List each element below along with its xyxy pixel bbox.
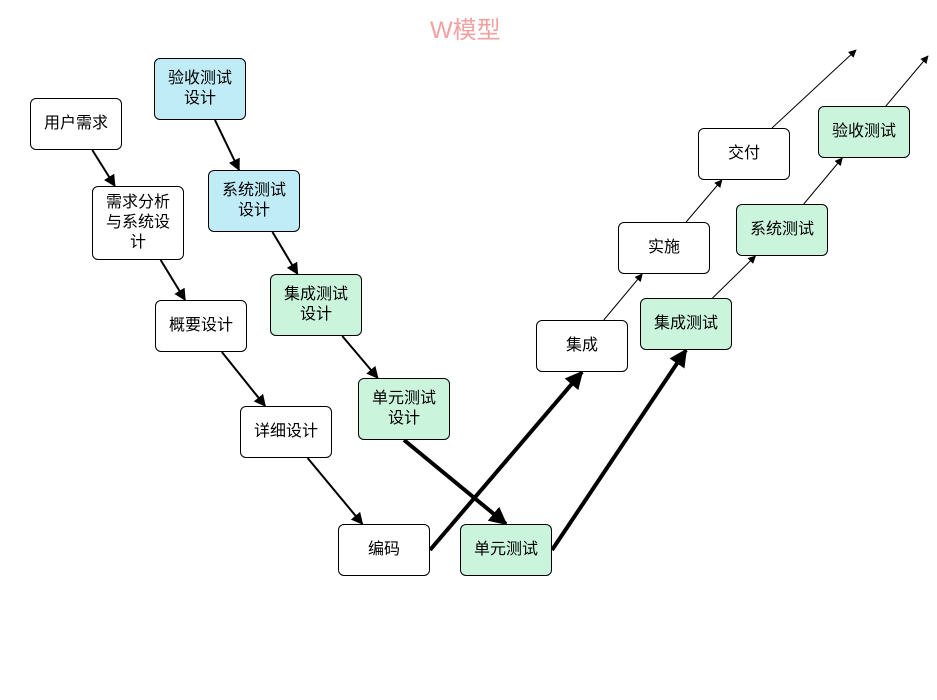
node-int_design: 集成测试 设计 xyxy=(270,274,362,336)
edge-req_analysis-gen_design xyxy=(161,260,185,300)
edge-unit_test-int_test xyxy=(552,350,686,550)
edge-user_req-req_analysis xyxy=(92,150,115,186)
edge-unit_design-unit_test xyxy=(404,440,506,524)
node-deliver: 交付 xyxy=(698,128,790,180)
node-unit_test: 单元测试 xyxy=(460,524,552,576)
edge-gen_design-det_design xyxy=(222,352,265,406)
node-sys_test: 系统测试 xyxy=(736,204,828,256)
node-det_design: 详细设计 xyxy=(240,406,332,458)
diagram-title: W模型 xyxy=(430,10,501,45)
edge-sys_test-accept_test xyxy=(804,158,842,204)
edge-int_test-sys_test xyxy=(713,256,756,298)
node-gen_design: 概要设计 xyxy=(155,300,247,352)
node-impl: 实施 xyxy=(618,222,710,274)
node-user_req: 用户需求 xyxy=(30,98,122,150)
node-accept_design: 验收测试 设计 xyxy=(154,58,246,120)
node-sys_design: 系统测试 设计 xyxy=(208,170,300,232)
diagram-canvas: W模型 用户需求需求分析 与系统设 计概要设计详细设计编码 验收测试 设计系统测试… xyxy=(0,0,937,700)
node-accept_test: 验收测试 xyxy=(818,106,910,158)
node-integration: 集成 xyxy=(536,320,628,372)
edge-int_design-unit_design xyxy=(342,336,378,378)
edge-det_design-coding xyxy=(308,458,363,524)
edge-accept_design-sys_design xyxy=(215,120,239,170)
edge-impl-deliver xyxy=(686,180,722,222)
edge-sys_design-int_design xyxy=(272,232,297,274)
node-unit_design: 单元测试 设计 xyxy=(358,378,450,440)
edges-layer xyxy=(0,0,937,700)
node-int_test: 集成测试 xyxy=(640,298,732,350)
node-req_analysis: 需求分析 与系统设 计 xyxy=(92,186,184,260)
node-coding: 编码 xyxy=(338,524,430,576)
edge-integration-impl xyxy=(604,274,642,320)
edge-accept_test-out xyxy=(886,56,928,106)
